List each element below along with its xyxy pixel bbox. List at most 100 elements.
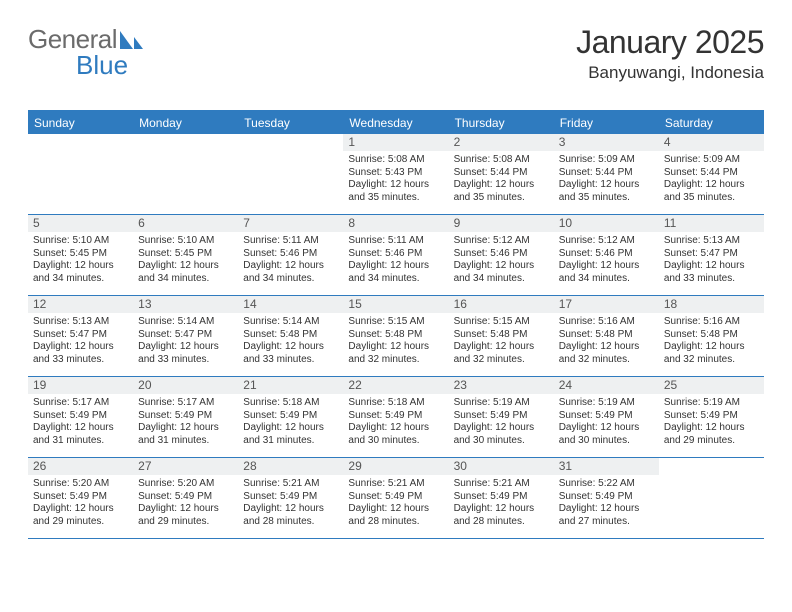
sunrise-line: Sunrise: 5:12 AM [454, 235, 549, 248]
day-number: 7 [238, 215, 343, 232]
day-content: Sunrise: 5:21 AMSunset: 5:49 PMDaylight:… [449, 475, 554, 532]
sunrise-line: Sunrise: 5:20 AM [138, 478, 233, 491]
day-content: Sunrise: 5:21 AMSunset: 5:49 PMDaylight:… [343, 475, 448, 532]
day-content: Sunrise: 5:20 AMSunset: 5:49 PMDaylight:… [133, 475, 238, 532]
day-content: Sunrise: 5:09 AMSunset: 5:44 PMDaylight:… [554, 151, 659, 208]
day-header: Thursday [449, 112, 554, 134]
sunrise-line: Sunrise: 5:18 AM [243, 397, 338, 410]
day-cell: 27Sunrise: 5:20 AMSunset: 5:49 PMDayligh… [133, 458, 238, 538]
day-number: 3 [554, 134, 659, 151]
sunset-line: Sunset: 5:48 PM [243, 329, 338, 342]
day-cell: 6Sunrise: 5:10 AMSunset: 5:45 PMDaylight… [133, 215, 238, 295]
daylight-line: Daylight: 12 hours and 33 minutes. [664, 260, 759, 285]
sunset-line: Sunset: 5:48 PM [559, 329, 654, 342]
sunrise-line: Sunrise: 5:14 AM [243, 316, 338, 329]
day-cell: 29Sunrise: 5:21 AMSunset: 5:49 PMDayligh… [343, 458, 448, 538]
day-number: 11 [659, 215, 764, 232]
sunset-line: Sunset: 5:49 PM [559, 491, 654, 504]
sunrise-line: Sunrise: 5:08 AM [454, 154, 549, 167]
sunset-line: Sunset: 5:43 PM [348, 167, 443, 180]
day-content: Sunrise: 5:08 AMSunset: 5:43 PMDaylight:… [343, 151, 448, 208]
day-cell: 13Sunrise: 5:14 AMSunset: 5:47 PMDayligh… [133, 296, 238, 376]
day-cell: 31Sunrise: 5:22 AMSunset: 5:49 PMDayligh… [554, 458, 659, 538]
sunrise-line: Sunrise: 5:09 AM [559, 154, 654, 167]
daylight-line: Daylight: 12 hours and 30 minutes. [348, 422, 443, 447]
location: Banyuwangi, Indonesia [576, 63, 764, 83]
day-cell: 25Sunrise: 5:19 AMSunset: 5:49 PMDayligh… [659, 377, 764, 457]
daylight-line: Daylight: 12 hours and 32 minutes. [559, 341, 654, 366]
sunset-line: Sunset: 5:49 PM [138, 491, 233, 504]
sunset-line: Sunset: 5:49 PM [559, 410, 654, 423]
day-header: Wednesday [343, 112, 448, 134]
day-content: Sunrise: 5:16 AMSunset: 5:48 PMDaylight:… [659, 313, 764, 370]
sunset-line: Sunset: 5:49 PM [33, 491, 128, 504]
sunset-line: Sunset: 5:46 PM [454, 248, 549, 261]
brand-part2: Blue [76, 50, 128, 81]
day-content: Sunrise: 5:13 AMSunset: 5:47 PMDaylight:… [659, 232, 764, 289]
day-number: 24 [554, 377, 659, 394]
sunset-line: Sunset: 5:45 PM [138, 248, 233, 261]
day-number: 30 [449, 458, 554, 475]
day-number: 22 [343, 377, 448, 394]
day-content: Sunrise: 5:19 AMSunset: 5:49 PMDaylight:… [659, 394, 764, 451]
day-cell: 19Sunrise: 5:17 AMSunset: 5:49 PMDayligh… [28, 377, 133, 457]
week-row: 12Sunrise: 5:13 AMSunset: 5:47 PMDayligh… [28, 296, 764, 377]
day-number: 26 [28, 458, 133, 475]
weeks-container: 1Sunrise: 5:08 AMSunset: 5:43 PMDaylight… [28, 134, 764, 539]
sunset-line: Sunset: 5:48 PM [348, 329, 443, 342]
daylight-line: Daylight: 12 hours and 35 minutes. [348, 179, 443, 204]
sunrise-line: Sunrise: 5:14 AM [138, 316, 233, 329]
sunset-line: Sunset: 5:49 PM [33, 410, 128, 423]
day-number: 21 [238, 377, 343, 394]
day-cell [28, 134, 133, 214]
sunrise-line: Sunrise: 5:12 AM [559, 235, 654, 248]
day-cell: 14Sunrise: 5:14 AMSunset: 5:48 PMDayligh… [238, 296, 343, 376]
day-cell: 18Sunrise: 5:16 AMSunset: 5:48 PMDayligh… [659, 296, 764, 376]
daylight-line: Daylight: 12 hours and 35 minutes. [664, 179, 759, 204]
day-content: Sunrise: 5:15 AMSunset: 5:48 PMDaylight:… [343, 313, 448, 370]
sunrise-line: Sunrise: 5:10 AM [138, 235, 233, 248]
day-content: Sunrise: 5:12 AMSunset: 5:46 PMDaylight:… [554, 232, 659, 289]
day-cell: 17Sunrise: 5:16 AMSunset: 5:48 PMDayligh… [554, 296, 659, 376]
calendar-page: General January 2025 Banyuwangi, Indones… [0, 0, 792, 539]
daylight-line: Daylight: 12 hours and 31 minutes. [243, 422, 338, 447]
daylight-line: Daylight: 12 hours and 33 minutes. [33, 341, 128, 366]
day-number: 28 [238, 458, 343, 475]
sunset-line: Sunset: 5:46 PM [348, 248, 443, 261]
day-number [133, 134, 238, 151]
day-cell: 24 Sunrise: 5:19 AMSunset: 5:49 PMDayligh… [554, 377, 659, 457]
day-cell [238, 134, 343, 214]
daylight-line: Daylight: 12 hours and 34 minutes. [348, 260, 443, 285]
day-number [659, 458, 764, 475]
day-number: 6 [133, 215, 238, 232]
day-cell: 10Sunrise: 5:12 AMSunset: 5:46 PMDayligh… [554, 215, 659, 295]
day-header: Friday [554, 112, 659, 134]
sunrise-line: Sunrise: 5:19 AM [454, 397, 549, 410]
day-number: 18 [659, 296, 764, 313]
day-number: 17 [554, 296, 659, 313]
daylight-line: Daylight: 12 hours and 34 minutes. [454, 260, 549, 285]
day-cell: 4Sunrise: 5:09 AMSunset: 5:44 PMDaylight… [659, 134, 764, 214]
sunset-line: Sunset: 5:45 PM [33, 248, 128, 261]
daylight-line: Daylight: 12 hours and 28 minutes. [454, 503, 549, 528]
day-cell: 8Sunrise: 5:11 AMSunset: 5:46 PMDaylight… [343, 215, 448, 295]
daylight-line: Daylight: 12 hours and 30 minutes. [559, 422, 654, 447]
day-cell: 12Sunrise: 5:13 AMSunset: 5:47 PMDayligh… [28, 296, 133, 376]
sunset-line: Sunset: 5:47 PM [664, 248, 759, 261]
day-cell: 15Sunrise: 5:15 AMSunset: 5:48 PMDayligh… [343, 296, 448, 376]
sunrise-line: Sunrise: 5:20 AM [33, 478, 128, 491]
day-header: Sunday [28, 112, 133, 134]
sunset-line: Sunset: 5:46 PM [243, 248, 338, 261]
day-content: Sunrise: 5:10 AMSunset: 5:45 PMDaylight:… [28, 232, 133, 289]
daylight-line: Daylight: 12 hours and 28 minutes. [243, 503, 338, 528]
daylight-line: Daylight: 12 hours and 30 minutes. [454, 422, 549, 447]
day-number: 10 [554, 215, 659, 232]
day-cell: 23Sunrise: 5:19 AMSunset: 5:49 PMDayligh… [449, 377, 554, 457]
day-number: 1 [343, 134, 448, 151]
sunrise-line: Sunrise: 5:17 AM [33, 397, 128, 410]
sunset-line: Sunset: 5:49 PM [454, 491, 549, 504]
day-content: Sunrise: 5:20 AMSunset: 5:49 PMDaylight:… [28, 475, 133, 532]
day-content: Sunrise: 5:11 AMSunset: 5:46 PMDaylight:… [343, 232, 448, 289]
sunrise-line: Sunrise: 5:19 AM [559, 397, 654, 410]
sunrise-line: Sunrise: 5:08 AM [348, 154, 443, 167]
